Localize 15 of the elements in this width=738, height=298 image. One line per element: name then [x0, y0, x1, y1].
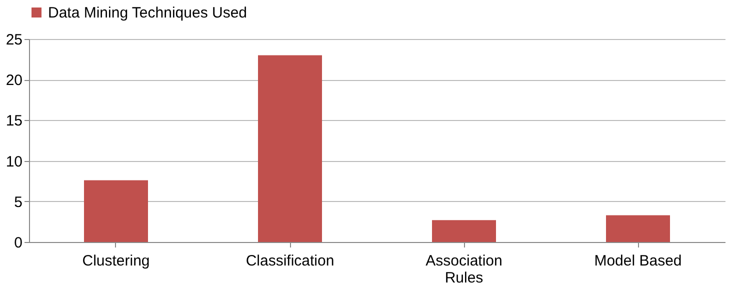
- bar: [84, 180, 148, 242]
- y-tick-label: 10: [6, 153, 22, 170]
- y-tick-label: 15: [6, 112, 22, 130]
- bar: [432, 220, 496, 242]
- x-tick-label: Classification: [246, 252, 334, 270]
- y-tick-label: 5: [14, 194, 22, 211]
- bar: [606, 215, 670, 242]
- x-tick-label: Model Based: [594, 252, 682, 270]
- y-tick-label: 25: [6, 32, 22, 48]
- y-tick-label: 0: [14, 234, 22, 252]
- x-tick-label: Association Rules: [426, 252, 502, 286]
- x-tick-label: Clustering: [82, 252, 150, 270]
- legend-label: Data Mining Techniques Used: [48, 4, 248, 22]
- y-tick-label: 20: [6, 72, 22, 90]
- bar: [258, 55, 322, 242]
